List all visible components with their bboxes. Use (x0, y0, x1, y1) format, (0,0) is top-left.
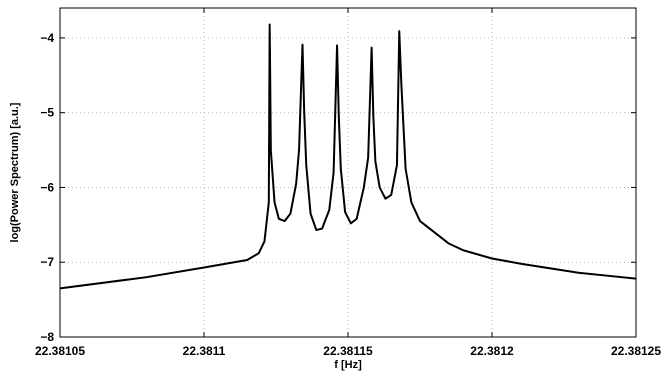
y-tick-label: −6 (40, 180, 54, 194)
y-tick-label: −7 (40, 255, 54, 269)
plot-area (59, 23, 637, 290)
grid (60, 8, 636, 337)
x-tick-label: 22.38105 (35, 344, 85, 358)
y-tick-label: −4 (40, 31, 54, 45)
x-axis-label: f [Hz] (334, 359, 362, 371)
x-tick-label: 22.38115 (323, 344, 373, 358)
x-tick-label: 22.38125 (611, 344, 661, 358)
x-tick-label: 22.3812 (470, 344, 514, 358)
ticks (59, 8, 637, 338)
y-axis-label: log(Power Spectrum) [a.u.] (9, 102, 21, 242)
y-tick-label: −8 (40, 330, 54, 344)
y-tick-label: −5 (40, 106, 54, 120)
tick-labels: 22.38105 22.3811 22.38115 22.3812 22.38125 −8… (35, 31, 661, 358)
x-tick-label: 22.3811 (183, 344, 226, 358)
series-line (59, 23, 637, 290)
